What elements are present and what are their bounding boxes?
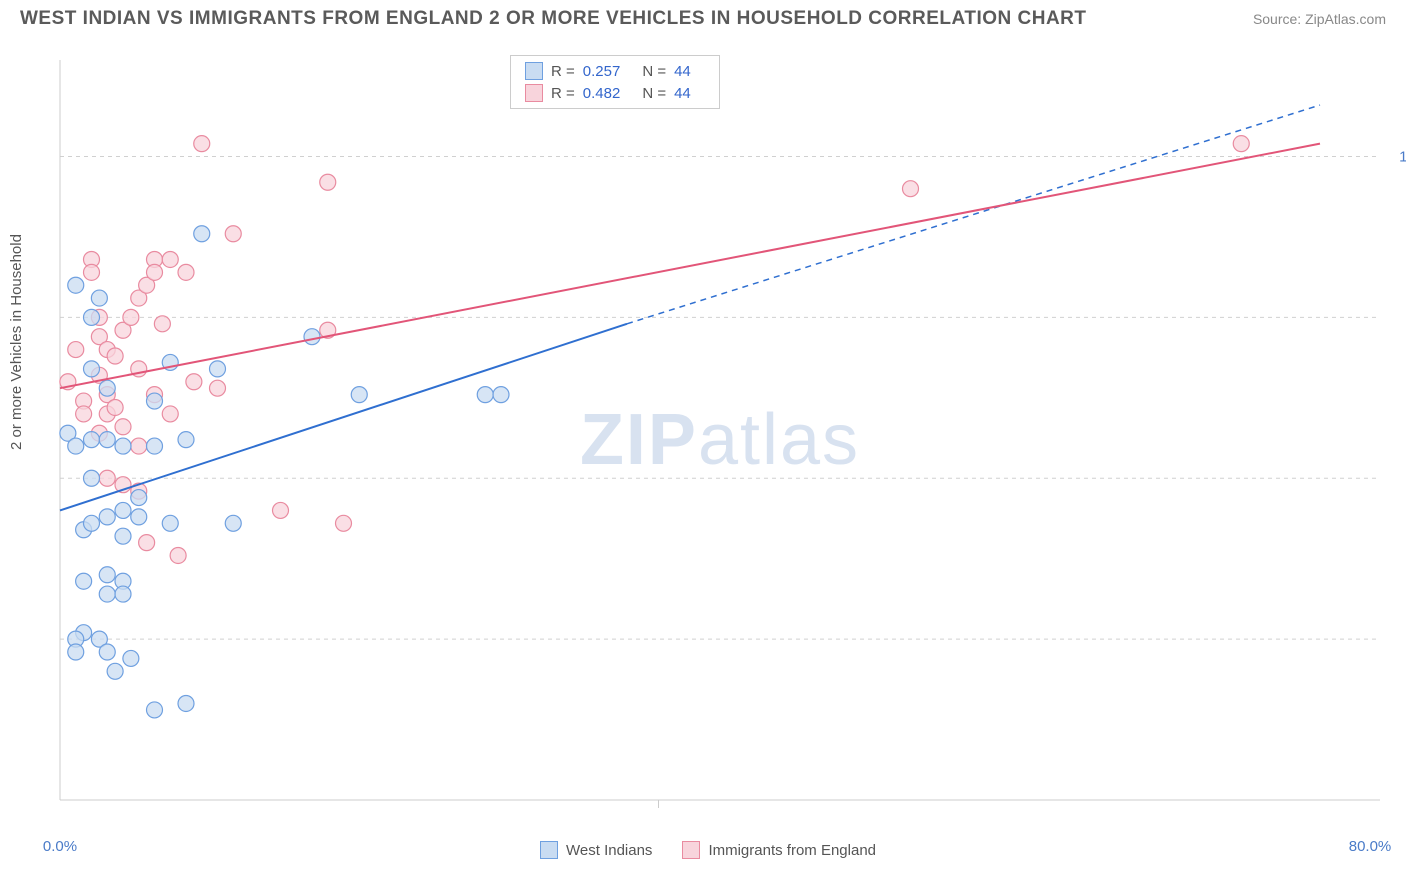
blue-n-value: 44	[674, 63, 691, 80]
pink-r-value: 0.482	[583, 85, 621, 102]
pink-n-value: 44	[674, 85, 691, 102]
chart-header: WEST INDIAN VS IMMIGRANTS FROM ENGLAND 2…	[0, 0, 1406, 34]
legend-stats-row-pink: R = 0.482 N = 44	[525, 82, 705, 104]
chart-title: WEST INDIAN VS IMMIGRANTS FROM ENGLAND 2…	[20, 8, 1087, 30]
legend-label-pink: Immigrants from England	[708, 842, 876, 859]
blue-r-value: 0.257	[583, 63, 621, 80]
r-label: R =	[551, 63, 575, 80]
legend-item-blue: West Indians	[540, 841, 652, 859]
legend-stats: R = 0.257 N = 44 R = 0.482 N = 44	[510, 55, 720, 109]
legend-stats-row-blue: R = 0.257 N = 44	[525, 60, 705, 82]
n-label: N =	[642, 63, 666, 80]
x-tick-label: 0.0%	[43, 838, 77, 855]
y-tick-label: 100.0%	[1399, 148, 1406, 165]
legend-item-pink: Immigrants from England	[682, 841, 876, 859]
legend-swatch-blue-icon	[540, 841, 558, 859]
legend-label-blue: West Indians	[566, 842, 652, 859]
n-label: N =	[642, 85, 666, 102]
x-tick-label: 80.0%	[1349, 838, 1392, 855]
chart-source: Source: ZipAtlas.com	[1253, 11, 1386, 27]
chart-svg	[50, 55, 1390, 825]
legend-swatch-pink	[525, 84, 543, 102]
r-label: R =	[551, 85, 575, 102]
chart-area: ZIPatlas R = 0.257 N = 44 R = 0.482 N = …	[50, 55, 1390, 825]
y-axis-label: 2 or more Vehicles in Household	[8, 234, 25, 450]
legend-swatch-blue	[525, 62, 543, 80]
legend-swatch-pink-icon	[682, 841, 700, 859]
legend-series: West Indians Immigrants from England	[540, 841, 896, 859]
